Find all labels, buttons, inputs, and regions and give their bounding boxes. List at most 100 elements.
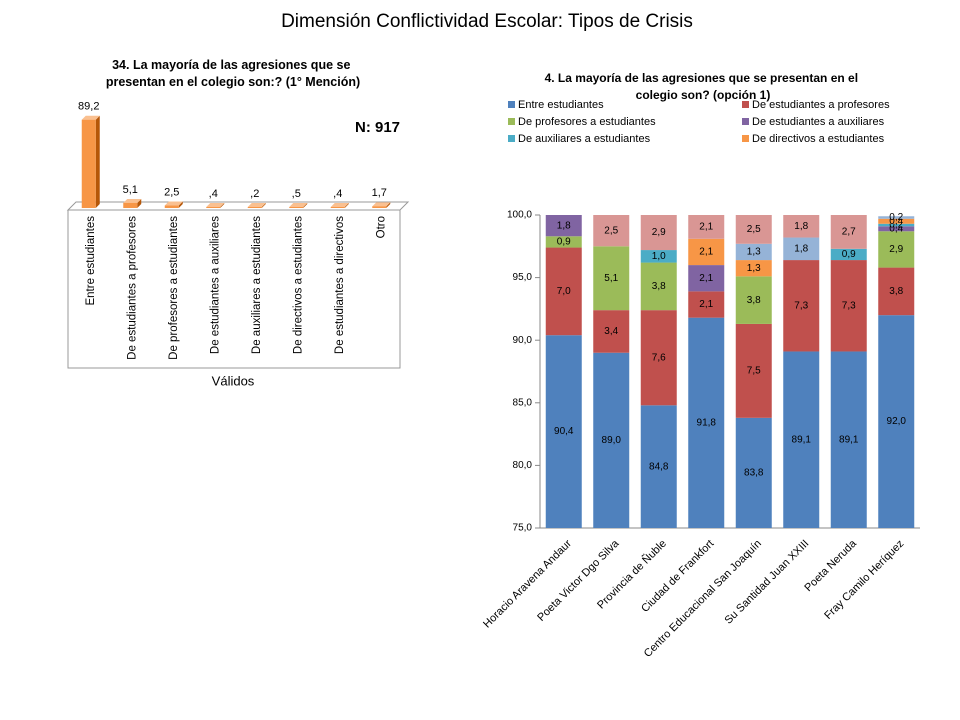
legend-swatch <box>742 118 749 125</box>
data-label: 89,1 <box>839 434 859 445</box>
legend-label: De estudiantes a auxiliares <box>752 116 885 128</box>
bar-segment <box>688 238 725 266</box>
data-label: 89,1 <box>792 434 812 445</box>
bar-top <box>289 203 308 207</box>
bar-segment <box>735 417 772 528</box>
bar-segment <box>593 310 630 353</box>
bar-side <box>261 203 266 208</box>
x-tick-label: Otro <box>375 216 387 238</box>
data-label: 1,3 <box>747 247 761 258</box>
chart-title: 4. La mayoría de las agresiones que se p… <box>545 71 862 102</box>
y-tick-label: 100,0 <box>507 210 532 221</box>
y-tick-label: 95,0 <box>513 272 533 283</box>
x-tick-label: Poeta Victor Dgo Silva <box>535 537 622 624</box>
data-label: ,4 <box>333 188 342 200</box>
bar-segment <box>640 262 677 311</box>
data-label: ,2 <box>250 188 259 200</box>
bar-segment <box>640 310 677 406</box>
bar-segment <box>878 223 915 227</box>
legend-swatch <box>742 101 749 108</box>
legend-label: De profesores a estudiantes <box>518 116 656 128</box>
data-label: 89,0 <box>602 435 622 446</box>
x-axis-label: Válidos <box>212 373 255 388</box>
legend-label: De auxiliares a estudiantes <box>518 133 651 145</box>
data-label: ,4 <box>209 188 218 200</box>
data-label: 2,9 <box>889 244 903 255</box>
bar-side <box>178 201 183 208</box>
bar-segment <box>640 215 677 251</box>
annotation: N: 917 <box>355 119 400 136</box>
data-label: 90,4 <box>554 426 574 437</box>
frame <box>67 210 401 369</box>
legend-swatch <box>508 101 515 108</box>
bar <box>372 206 387 208</box>
data-label: 0,9 <box>842 249 856 260</box>
data-label: 2,5 <box>604 225 618 236</box>
data-label: 0,4 <box>889 223 903 234</box>
data-label: 1,0 <box>652 251 666 262</box>
bar-top <box>247 203 266 207</box>
bar-segment <box>735 260 772 277</box>
legend-label: De estudiantes a profesores <box>752 99 890 111</box>
bar <box>247 207 262 208</box>
bar-segment <box>545 247 582 336</box>
bar-segment <box>545 215 582 237</box>
data-label: 3,8 <box>652 281 666 292</box>
bar-segment <box>735 243 772 261</box>
data-label: 0,2 <box>889 212 903 223</box>
data-label: 2,1 <box>699 299 713 310</box>
floor <box>66 201 410 211</box>
data-label: 1,8 <box>794 221 808 232</box>
data-label: 1,8 <box>557 220 571 231</box>
data-label: 1,8 <box>794 243 808 254</box>
bar-side <box>303 203 308 208</box>
bar-segment <box>688 317 725 528</box>
chart-title: 34. La mayoría de las agresiones que se … <box>106 58 360 89</box>
data-label: 0,2 <box>889 220 903 231</box>
bar <box>81 119 96 208</box>
bar-segment <box>688 291 725 318</box>
y-tick-label: 75,0 <box>513 523 533 534</box>
bar-top <box>164 201 183 206</box>
bar-side <box>344 203 349 208</box>
bar-side <box>386 202 391 208</box>
x-tick-label: De auxiliares a estudiantes <box>251 216 263 354</box>
data-label: 7,3 <box>842 300 856 311</box>
bar-segment <box>830 351 867 528</box>
x-tick-label: De estudiantes a profesores <box>126 216 138 360</box>
bar-segment <box>735 276 772 324</box>
bar-segment <box>830 215 867 249</box>
x-tick-label: Horacio Aravena Andaur <box>481 537 574 630</box>
x-tick-label: De estudiantes a auxiliares <box>209 216 221 354</box>
legend-label: Entre estudiantes <box>518 99 604 111</box>
data-label: 2,1 <box>699 273 713 284</box>
bar-segment <box>878 231 915 268</box>
data-label: 1,7 <box>372 187 387 199</box>
data-label: 92,0 <box>887 416 907 427</box>
data-label: 7,6 <box>652 352 666 363</box>
bar <box>330 207 345 208</box>
bar-segment <box>593 352 630 528</box>
data-label: 2,1 <box>699 247 713 258</box>
bar-segment <box>878 315 915 528</box>
bar-segment <box>640 405 677 528</box>
bar-top <box>372 202 391 207</box>
bar-segment <box>878 267 915 316</box>
bar-segment <box>735 215 772 244</box>
data-label: 0,4 <box>889 216 903 227</box>
data-label: 3,8 <box>747 295 761 306</box>
bar-segment <box>878 216 915 219</box>
data-label: 7,5 <box>747 366 761 377</box>
data-label: 2,5 <box>747 224 761 235</box>
x-tick-label: De profesores a estudiantes <box>168 216 180 360</box>
x-tick-label: Entre estudiantes <box>85 216 97 306</box>
bar-segment <box>783 215 820 238</box>
bar-segment <box>878 218 915 224</box>
slide-title: Dimensión Conflictividad Escolar: Tipos … <box>281 11 693 32</box>
bar-segment <box>593 246 630 311</box>
data-label: 89,2 <box>78 101 99 113</box>
x-tick-label: Fray Camilo Heríquez <box>822 538 906 622</box>
x-tick-label: De estudiantes a directivos <box>334 216 346 354</box>
bar-segment <box>593 215 630 247</box>
